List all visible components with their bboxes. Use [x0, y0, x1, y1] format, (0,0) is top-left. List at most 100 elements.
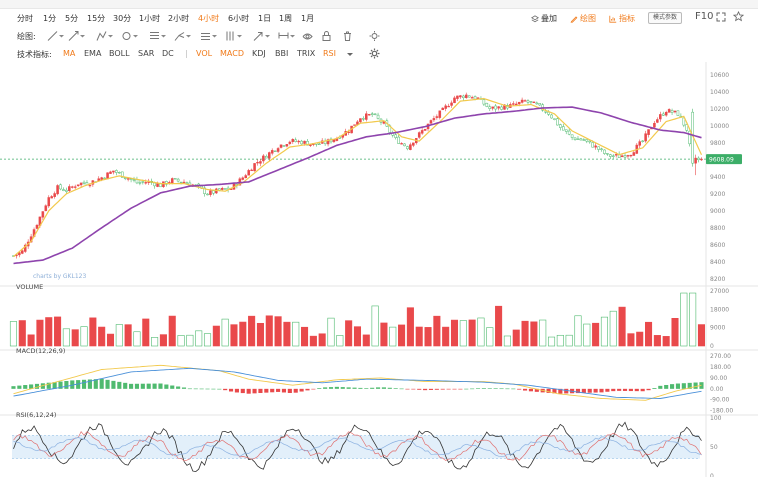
chevron-down-icon[interactable]	[237, 30, 242, 42]
volume-bar	[547, 336, 556, 347]
chevron-down-icon[interactable]	[265, 30, 270, 42]
candle-body	[514, 103, 518, 106]
candle-body	[682, 117, 686, 126]
volume-bar	[142, 318, 150, 347]
timeframe-2[interactable]: 5分	[65, 14, 79, 23]
candle-body	[276, 148, 280, 152]
line-tool-icon[interactable]	[47, 30, 58, 42]
fib-tool-icon[interactable]	[149, 30, 160, 42]
measure-tool-icon[interactable]	[278, 30, 289, 42]
indicator-button[interactable]: 指标	[609, 13, 635, 24]
macd-histogram-bar	[481, 388, 486, 389]
timeframe-4[interactable]: 30分	[113, 14, 132, 23]
indicator-main-boll[interactable]: BOLL	[109, 49, 130, 58]
f10-button[interactable]: F10	[695, 11, 714, 22]
chevron-down-icon[interactable]	[133, 30, 138, 42]
volume-bar	[592, 322, 600, 347]
trash-icon[interactable]	[342, 30, 353, 42]
layers-icon	[531, 15, 539, 23]
chevron-down-icon[interactable]	[59, 30, 64, 42]
indicator-sub-vol[interactable]: VOL	[196, 49, 213, 58]
circle-tool-icon[interactable]	[121, 30, 132, 42]
candle-body	[609, 154, 612, 157]
timeframe-0[interactable]: 分时	[17, 14, 33, 23]
indicator-main-ma[interactable]: MA	[63, 49, 76, 58]
chevron-down-icon[interactable]	[161, 30, 166, 42]
macd-histogram-bar	[375, 387, 381, 389]
macd-histogram-bar	[205, 388, 210, 390]
timeframe-7[interactable]: 4小时	[198, 14, 220, 23]
lock-icon[interactable]	[321, 30, 332, 42]
mode-params-button[interactable]: 模式参数	[648, 12, 683, 24]
ray-tool-icon[interactable]	[68, 30, 79, 42]
candle-body	[661, 113, 665, 116]
candle-body	[482, 99, 486, 105]
chart-area[interactable]: 1060010400102001000098009600940092009000…	[0, 62, 758, 477]
macd-histogram-bar	[505, 388, 510, 390]
price-axis-tick: 8200	[710, 276, 725, 283]
indicator-sub-rsi[interactable]: RSI	[323, 49, 336, 58]
indicator-sub-trix[interactable]: TRIX	[297, 49, 316, 58]
macd-histogram-bar	[223, 388, 228, 391]
timeframe-8[interactable]: 6小时	[228, 14, 250, 23]
macd-histogram-bar	[552, 388, 557, 394]
settings-icon[interactable]	[369, 30, 380, 42]
macd-histogram-bar	[558, 388, 563, 394]
draw-button[interactable]: 绘图	[570, 13, 596, 24]
macd-histogram-bar	[670, 384, 675, 389]
polyline-tool-icon[interactable]	[96, 30, 107, 42]
candle-body	[115, 170, 118, 173]
volume-bar	[442, 326, 450, 347]
chevron-down-icon[interactable]	[212, 30, 217, 42]
candle-body	[218, 188, 221, 191]
macd-histogram-bar	[187, 388, 192, 390]
chevron-down-icon[interactable]	[80, 30, 85, 42]
candle-body	[532, 101, 536, 104]
indicator-sub-macd[interactable]: MACD	[220, 49, 244, 58]
macd-histogram-bar	[258, 388, 263, 393]
channel-tool-icon[interactable]	[200, 30, 211, 42]
macd-histogram-bar	[11, 386, 16, 389]
indicator-main-dc[interactable]: DC	[162, 49, 174, 58]
timeframe-6[interactable]: 2小时	[168, 14, 190, 23]
indicator-main-ema[interactable]: EMA	[84, 49, 102, 58]
macd-histogram-bar	[475, 388, 481, 389]
macd-histogram-bar	[599, 388, 604, 393]
timeframe-11[interactable]: 1月	[301, 14, 315, 23]
volume-bar	[618, 306, 626, 347]
volume-bar	[406, 307, 414, 347]
indicator-more-chevron-icon[interactable]	[347, 51, 353, 59]
indicator-sub-kdj[interactable]: KDJ	[252, 49, 266, 58]
macd-histogram-bar	[387, 387, 392, 389]
overlay-button[interactable]: 叠加	[531, 13, 557, 24]
fullscreen-icon[interactable]	[716, 12, 726, 22]
macd-histogram-bar	[246, 388, 251, 394]
macd-histogram-bar	[499, 388, 504, 390]
arrow-tool-icon[interactable]	[253, 30, 264, 42]
indicator-sub-bbi[interactable]: BBI	[275, 49, 289, 58]
chevron-down-icon[interactable]	[290, 30, 295, 42]
timeframe-10[interactable]: 1周	[279, 14, 293, 23]
macd-histogram-bar	[423, 388, 428, 391]
candle-body	[397, 136, 400, 144]
star-icon[interactable]	[733, 11, 744, 22]
chevron-down-icon[interactable]	[108, 30, 113, 42]
timeframe-9[interactable]: 1日	[258, 14, 272, 23]
price-axis-tick: 9000	[710, 208, 725, 215]
indicator-settings-gear-icon[interactable]	[369, 48, 380, 59]
indicator-main-sar[interactable]: SAR	[138, 49, 155, 58]
timeframe-5[interactable]: 1小时	[139, 14, 161, 23]
pitchfork-tool-icon[interactable]	[174, 30, 185, 42]
timeframe-3[interactable]: 15分	[87, 14, 106, 23]
volume-bar	[645, 321, 653, 347]
timeframe-1[interactable]: 1分	[43, 14, 57, 23]
candle-body	[623, 155, 627, 158]
macd-histogram-bar	[628, 388, 633, 392]
volume-bar	[653, 335, 661, 347]
candle-body	[120, 171, 124, 178]
macd-histogram-bar	[352, 387, 357, 389]
macd-axis-tick: 90.00	[710, 375, 727, 382]
chevron-down-icon[interactable]	[186, 30, 191, 42]
visibility-icon[interactable]	[302, 30, 313, 42]
gann-tool-icon[interactable]	[225, 30, 236, 42]
